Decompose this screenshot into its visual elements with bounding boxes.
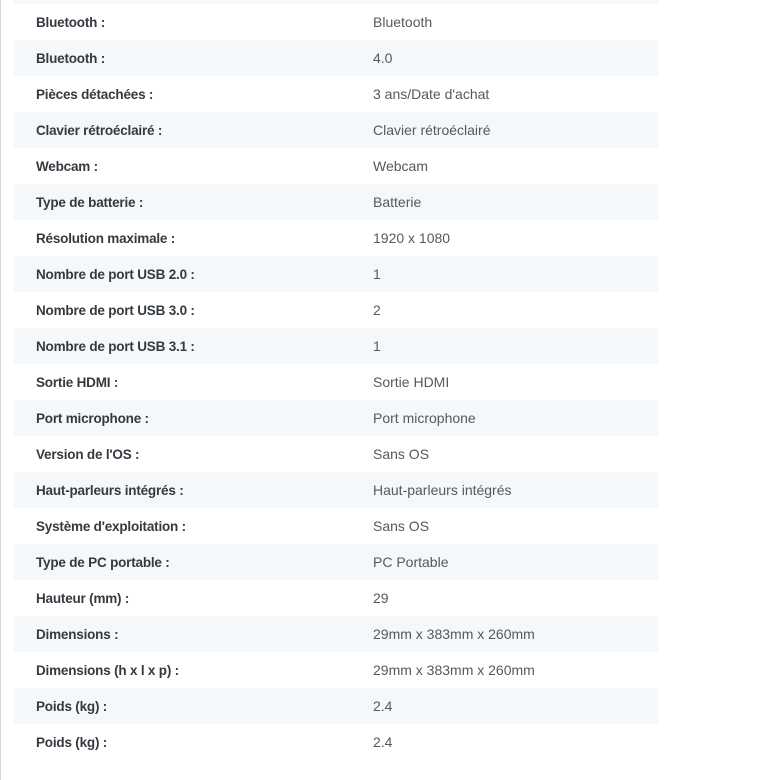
spec-label: Version de l'OS : — [36, 446, 140, 462]
table-row: Poids (kg) : 2.4 — [14, 724, 658, 760]
spec-label: Type de batterie : — [36, 194, 144, 210]
table-row: Nombre de port USB 2.0 : 1 — [14, 256, 658, 292]
spec-label: Webcam : — [36, 158, 98, 174]
previous-row-partial — [14, 0, 658, 4]
spec-value: 29 — [373, 590, 389, 606]
table-row: Dimensions : 29mm x 383mm x 260mm — [14, 616, 658, 652]
spec-value: Sans OS — [373, 518, 430, 534]
spec-label: Système d'exploitation : — [36, 518, 186, 534]
spec-value: 1 — [373, 338, 381, 354]
product-spec-table: Bluetooth : Bluetooth Bluetooth : 4.0 Pi… — [14, 0, 658, 760]
spec-label: Dimensions (h x l x p) : — [36, 662, 179, 678]
page-left-edge-line — [0, 0, 1, 780]
table-row: Webcam : Webcam — [14, 148, 658, 184]
spec-value: Batterie — [373, 194, 422, 210]
table-row: Clavier rétroéclairé : Clavier rétroécla… — [14, 112, 658, 148]
spec-value: Clavier rétroéclairé — [373, 122, 491, 138]
table-row: Type de PC portable : PC Portable — [14, 544, 658, 580]
table-row: Bluetooth : 4.0 — [14, 40, 658, 76]
spec-value: Haut-parleurs intégrés — [373, 482, 512, 498]
spec-value: 2 — [373, 302, 381, 318]
spec-value: 29mm x 383mm x 260mm — [373, 662, 535, 678]
spec-value: 2.4 — [373, 698, 393, 714]
table-row: Version de l'OS : Sans OS — [14, 436, 658, 472]
table-row: Nombre de port USB 3.1 : 1 — [14, 328, 658, 364]
spec-label: Nombre de port USB 3.1 : — [36, 338, 195, 354]
spec-label: Dimensions : — [36, 626, 119, 642]
spec-value: Sans OS — [373, 446, 430, 462]
spec-value: 1920 x 1080 — [373, 230, 451, 246]
table-row: Bluetooth : Bluetooth — [14, 4, 658, 40]
spec-label: Poids (kg) : — [36, 698, 108, 714]
table-row: Port microphone : Port microphone — [14, 400, 658, 436]
table-row: Système d'exploitation : Sans OS — [14, 508, 658, 544]
spec-label: Poids (kg) : — [36, 734, 108, 750]
spec-label: Nombre de port USB 3.0 : — [36, 302, 195, 318]
table-row: Sortie HDMI : Sortie HDMI — [14, 364, 658, 400]
table-row: Type de batterie : Batterie — [14, 184, 658, 220]
spec-value: PC Portable — [373, 554, 449, 570]
spec-value: 1 — [373, 266, 381, 282]
spec-rows: Bluetooth : Bluetooth Bluetooth : 4.0 Pi… — [14, 4, 658, 760]
spec-label: Type de PC portable : — [36, 554, 170, 570]
spec-label: Hauteur (mm) : — [36, 590, 130, 606]
spec-value: Sortie HDMI — [373, 374, 450, 390]
table-row: Résolution maximale : 1920 x 1080 — [14, 220, 658, 256]
spec-value: Bluetooth — [373, 14, 433, 30]
spec-label: Résolution maximale : — [36, 230, 176, 246]
table-row: Pièces détachées : 3 ans/Date d'achat — [14, 76, 658, 112]
spec-value: 3 ans/Date d'achat — [373, 86, 490, 102]
spec-label: Sortie HDMI : — [36, 374, 119, 390]
spec-label: Bluetooth : — [36, 50, 106, 66]
table-row: Nombre de port USB 3.0 : 2 — [14, 292, 658, 328]
spec-value: 4.0 — [373, 50, 393, 66]
spec-label: Haut-parleurs intégrés : — [36, 482, 184, 498]
spec-value: 2.4 — [373, 734, 393, 750]
spec-value: Port microphone — [373, 410, 476, 426]
spec-value: 29mm x 383mm x 260mm — [373, 626, 535, 642]
table-row: Poids (kg) : 2.4 — [14, 688, 658, 724]
spec-label: Nombre de port USB 2.0 : — [36, 266, 195, 282]
table-row: Haut-parleurs intégrés : Haut-parleurs i… — [14, 472, 658, 508]
spec-label: Bluetooth : — [36, 14, 106, 30]
table-row: Hauteur (mm) : 29 — [14, 580, 658, 616]
spec-label: Pièces détachées : — [36, 86, 154, 102]
spec-label: Clavier rétroéclairé : — [36, 122, 163, 138]
table-row: Dimensions (h x l x p) : 29mm x 383mm x … — [14, 652, 658, 688]
spec-label: Port microphone : — [36, 410, 149, 426]
spec-value: Webcam — [373, 158, 428, 174]
